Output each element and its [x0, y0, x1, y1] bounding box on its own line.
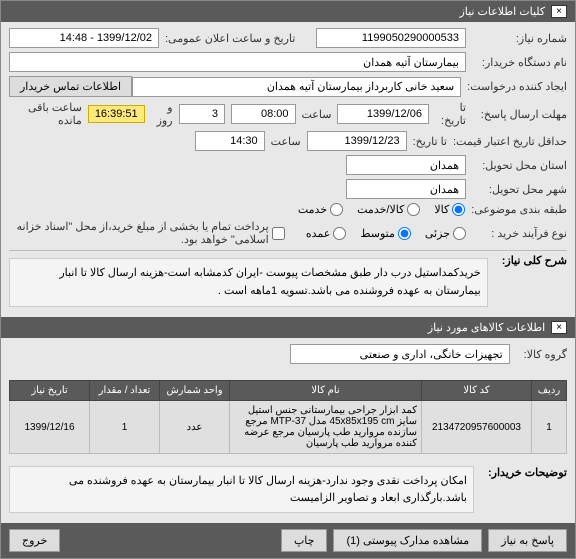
category-radio-group: کالا کالا/خدمت خدمت: [298, 203, 465, 216]
th-unit: واحد شمارش: [160, 381, 230, 401]
cell-name: کمد ابزار جراحی بیمارستانی جنس استیل سای…: [230, 401, 422, 454]
validity-date-value: 1399/12/23: [307, 131, 407, 151]
buyer-name-value: بیمارستان آتیه همدان: [9, 52, 466, 72]
items-table: ردیف کد کالا نام کالا واحد شمارش تعداد /…: [9, 380, 567, 454]
buyer-name-label: نام دستگاه خریدار:: [472, 56, 567, 69]
payment-note-text: پرداخت تمام یا بخشی از مبلغ خرید،از محل …: [9, 220, 269, 246]
print-button[interactable]: چاپ: [281, 529, 328, 552]
days-remaining-value: 3: [179, 104, 225, 124]
buyer-notes-label: توضیحات خریدار:: [488, 466, 567, 479]
items-table-wrap: ردیف کد کالا نام کالا واحد شمارش تعداد /…: [1, 374, 575, 460]
collapse-icon-2[interactable]: ×: [551, 321, 567, 334]
payment-checkbox[interactable]: [272, 227, 285, 240]
validity-time-value: 14:30: [195, 131, 265, 151]
info-form-area: شماره نیاز: 1199050290000533 تاریخ و ساع…: [1, 22, 575, 317]
radio-service-input[interactable]: [330, 203, 343, 216]
table-row[interactable]: 1 2134720957600003 کمد ابزار جراحی بیمار…: [10, 401, 567, 454]
attachments-button[interactable]: مشاهده مدارک پیوستی (1): [333, 529, 482, 552]
goods-group-value: تجهیزات خانگی، اداری و صنعتی: [290, 344, 510, 364]
contact-buyer-button[interactable]: اطلاعات تماس خریدار: [9, 76, 132, 97]
radio-medium-input[interactable]: [398, 227, 411, 240]
radio-service[interactable]: خدمت: [298, 203, 343, 216]
remaining-label: ساعت باقی مانده: [9, 101, 82, 127]
time-label-2: ساعت: [271, 135, 301, 148]
info-section-title: کلیات اطلاعات نیاز: [459, 5, 545, 18]
radio-goods-input[interactable]: [452, 203, 465, 216]
radio-small-input[interactable]: [453, 227, 466, 240]
radio-large-input[interactable]: [333, 227, 346, 240]
cell-qty: 1: [90, 401, 160, 454]
th-row: ردیف: [532, 381, 567, 401]
divider: [9, 250, 567, 251]
buyer-notes-value: امکان پرداخت نقدی وجود ندارد-هزینه ارسال…: [9, 466, 474, 513]
deadline-time-value: 08:00: [231, 104, 295, 124]
items-section-header: × اطلاعات کالاهای مورد نیاز: [1, 317, 575, 338]
days-and-label: و روز: [151, 101, 173, 127]
announce-dt-label: تاریخ و ساعت اعلان عمومی:: [165, 32, 295, 45]
creator-value: سعید خانی کاربرداز بیمارستان آتیه همدان: [132, 77, 461, 97]
payment-checkbox-wrap[interactable]: پرداخت تمام یا بخشی از مبلغ خرید،از محل …: [9, 220, 285, 246]
collapse-icon[interactable]: ×: [551, 5, 567, 18]
cell-unit: عدد: [160, 401, 230, 454]
validity-label: حداقل تاریخ اعتبار قیمت:: [453, 135, 567, 148]
cell-date: 1399/12/16: [10, 401, 90, 454]
deadline-label: مهلت ارسال پاسخ:: [472, 108, 567, 121]
radio-gs-input[interactable]: [407, 203, 420, 216]
table-header-row: ردیف کد کالا نام کالا واحد شمارش تعداد /…: [10, 381, 567, 401]
exit-button[interactable]: خروج: [9, 529, 60, 552]
need-no-value: 1199050290000533: [316, 28, 466, 48]
cell-row: 1: [532, 401, 567, 454]
city-label: شهر محل تحویل:: [472, 183, 567, 196]
buyer-notes-area: توضیحات خریدار: امکان پرداخت نقدی وجود ن…: [1, 460, 575, 523]
items-form-area: گروه کالا: تجهیزات خانگی، اداری و صنعتی: [1, 338, 575, 374]
purchase-type-radio-group: جزئی متوسط عمده: [306, 227, 466, 240]
main-desc-value: خریدکمداستیل درب دار طبق مشخصات پیوست -ا…: [9, 258, 488, 307]
th-date: تاریخ نیاز: [10, 381, 90, 401]
creator-label: ایجاد کننده درخواست:: [467, 80, 567, 93]
to-date-label-2: تا تاریخ:: [413, 135, 447, 148]
footer-bar: پاسخ به نیاز مشاهده مدارک پیوستی (1) چاپ…: [1, 523, 575, 558]
main-desc-label: شرح کلی نیاز:: [502, 254, 567, 267]
info-section-header: × کلیات اطلاعات نیاز: [1, 1, 575, 22]
need-info-window: × کلیات اطلاعات نیاز شماره نیاز: 1199050…: [0, 0, 576, 559]
goods-group-label: گروه کالا:: [524, 348, 567, 361]
radio-medium[interactable]: متوسط: [360, 227, 411, 240]
announce-dt-value: 1399/12/02 - 14:48: [9, 28, 159, 48]
to-date-label: تا تاریخ:: [435, 101, 466, 127]
deadline-date-value: 1399/12/06: [337, 104, 429, 124]
th-name: نام کالا: [230, 381, 422, 401]
category-label: طبقه بندی موضوعی:: [471, 203, 567, 216]
province-value: همدان: [346, 155, 466, 175]
province-label: استان محل تحویل:: [472, 159, 567, 172]
items-section-title: اطلاعات کالاهای مورد نیاز: [428, 321, 545, 334]
th-code: کد کالا: [422, 381, 532, 401]
need-no-label: شماره نیاز:: [472, 32, 567, 45]
radio-goods-service[interactable]: کالا/خدمت: [357, 203, 420, 216]
city-value: همدان: [346, 179, 466, 199]
radio-large[interactable]: عمده: [306, 227, 346, 240]
reply-button[interactable]: پاسخ به نیاز: [488, 529, 567, 552]
countdown-timer: 16:39:51: [88, 105, 145, 123]
cell-code: 2134720957600003: [422, 401, 532, 454]
radio-small[interactable]: جزئی: [425, 227, 466, 240]
time-label-1: ساعت: [302, 108, 332, 121]
radio-goods[interactable]: کالا: [434, 203, 465, 216]
th-qty: تعداد / مقدار: [90, 381, 160, 401]
purchase-type-label: نوع فرآیند خرید :: [472, 227, 567, 240]
